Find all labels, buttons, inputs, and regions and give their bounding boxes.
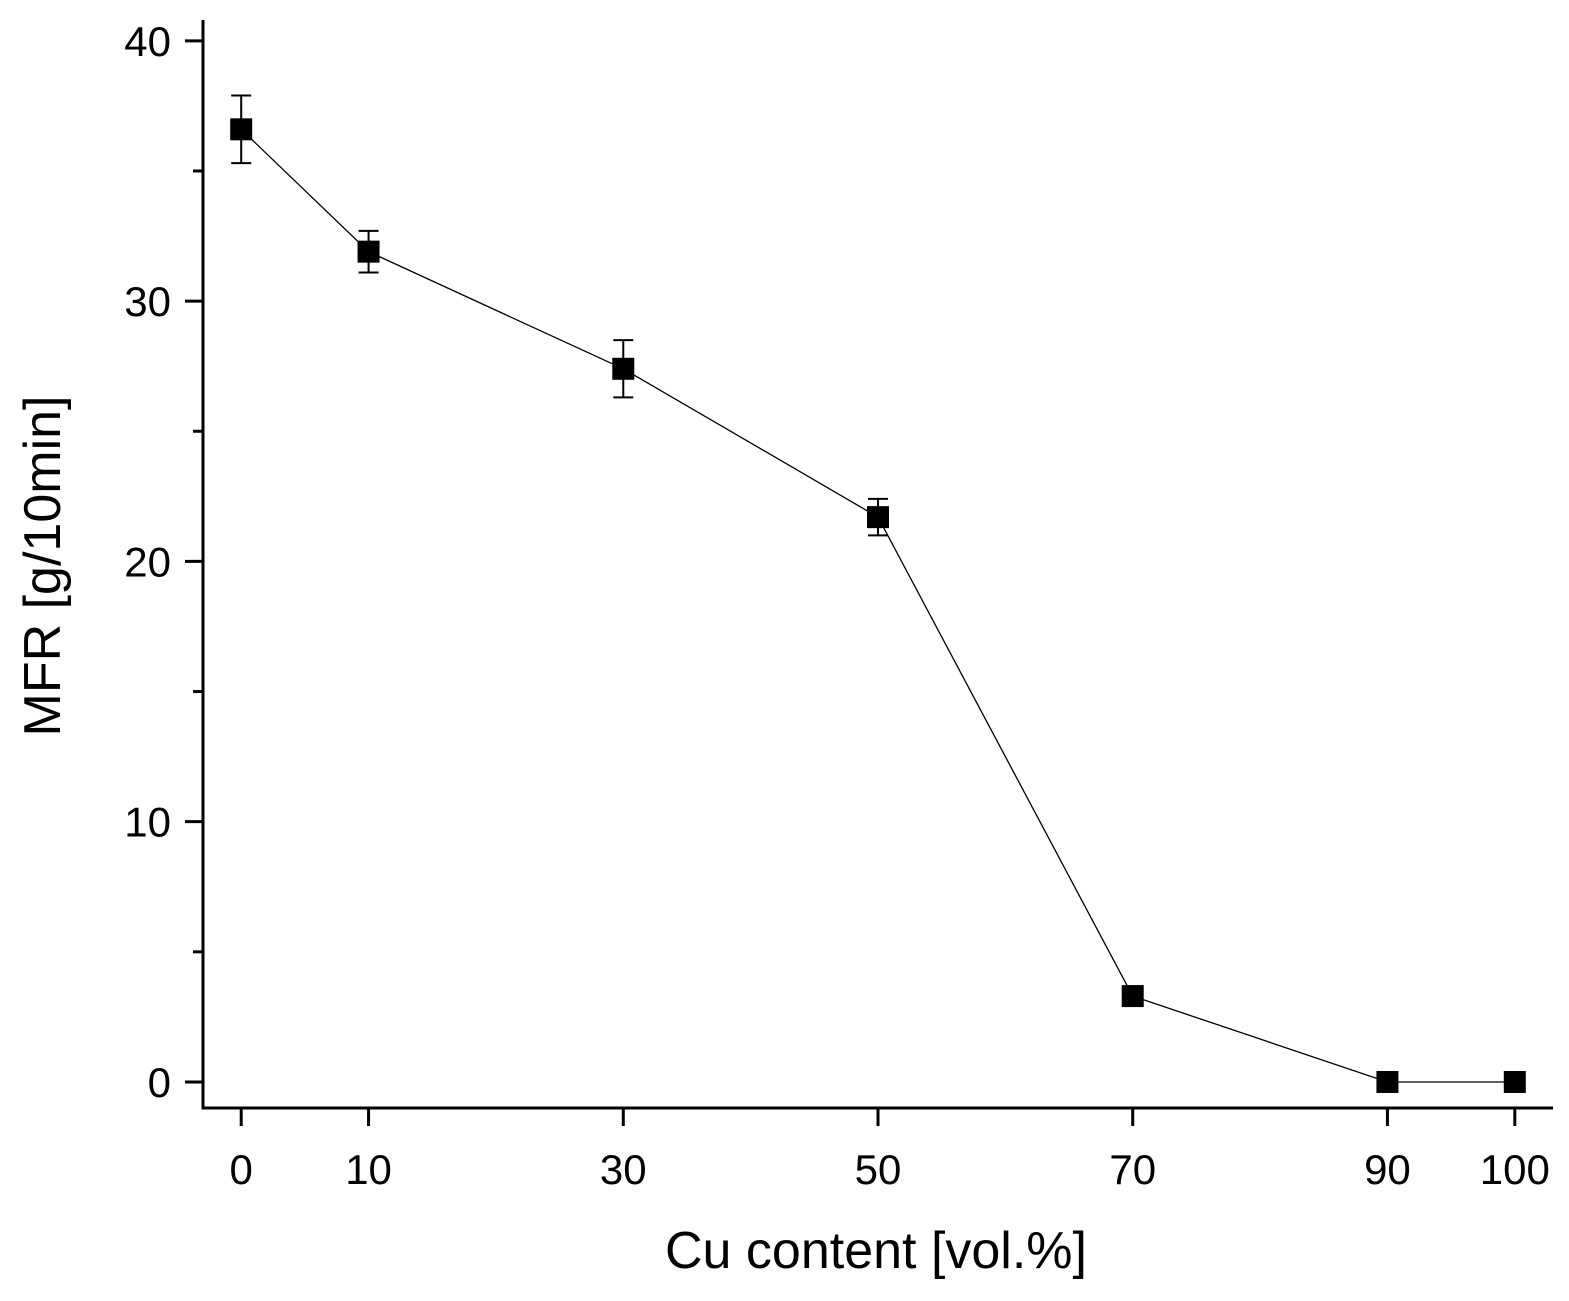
error-bars xyxy=(231,94,888,537)
x-tick-label: 0 xyxy=(230,1146,253,1193)
x-tick-label: 70 xyxy=(1109,1146,1156,1193)
x-tick-label: 10 xyxy=(345,1146,392,1193)
data-point xyxy=(867,506,889,529)
data-point xyxy=(1376,1070,1399,1093)
data-point xyxy=(1121,985,1144,1008)
data-point xyxy=(1503,1070,1526,1093)
series-line-group xyxy=(240,128,1515,1083)
x-tick-label: 30 xyxy=(600,1146,647,1193)
axes: 0 10 30 50 70 90 100 0 10 20 30 40 xyxy=(124,18,1553,1193)
data-point xyxy=(230,118,253,141)
y-tick-label: 0 xyxy=(148,1059,171,1106)
x-axis-title: Cu content [vol.%] xyxy=(665,1222,1087,1280)
y-tick-label: 30 xyxy=(124,278,171,325)
x-tick-label: 50 xyxy=(855,1146,902,1193)
y-axis-title: MFR [g/10min] xyxy=(14,396,72,737)
data-markers xyxy=(230,118,1526,1093)
series-line xyxy=(240,128,1515,1083)
y-tick-label: 40 xyxy=(124,18,171,65)
y-tick-label: 20 xyxy=(124,538,171,585)
x-tick-label: 90 xyxy=(1364,1146,1411,1193)
data-point xyxy=(357,240,380,263)
y-tick-label: 10 xyxy=(124,799,171,846)
data-point xyxy=(612,357,635,380)
x-tick-label: 100 xyxy=(1480,1146,1550,1193)
